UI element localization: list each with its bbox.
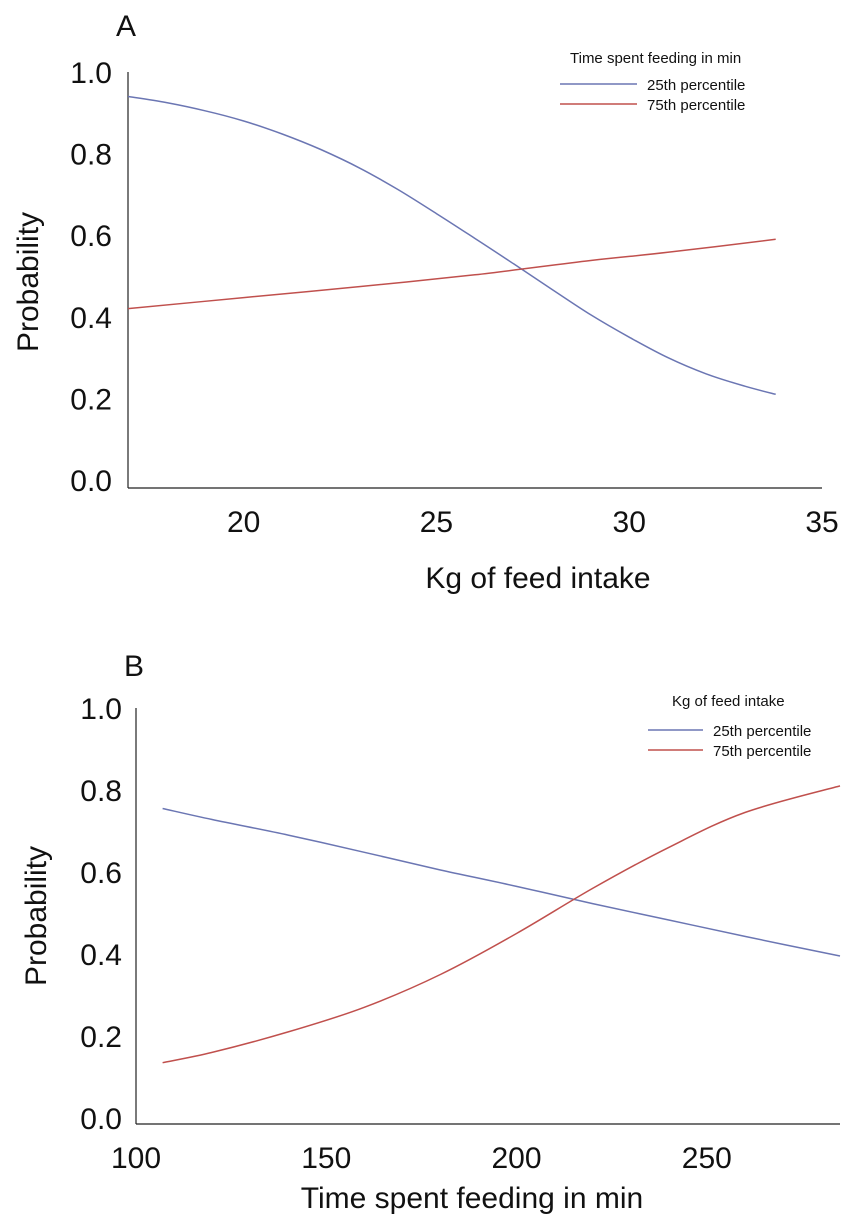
panel-b-x-tick-label: 150 [301,1142,351,1175]
panel-a-x-tick-label: 20 [227,506,260,539]
panel-b-series-line-25th [162,807,841,957]
panel-b-legend: Kg of feed intake 25th percentile 75th p… [648,693,811,760]
panel-b-y-tick-label: 0.0 [80,1103,122,1136]
panel-a-legend-entry-25th: 25th percentile [647,77,745,94]
panel-a-series-line-75th [127,238,776,310]
panel-b-y-tick-label: 0.8 [80,775,122,808]
panel-a-label: A [116,10,136,43]
panel-b-x-axis-title: Time spent feeding in min [301,1182,643,1215]
panel-b-legend-entry-75th: 75th percentile [713,743,811,760]
panel-b-y-tick-label: 1.0 [80,693,122,726]
panel-b: B Probability Time spent feeding in min … [20,650,841,1215]
panel-a-y-tick-label: 0.2 [70,383,112,416]
panel-b-label: B [124,650,144,683]
panel-b-ticks: 0.0 0.2 0.4 0.6 0.8 1.0 100 150 200 250 [80,693,732,1175]
panel-a-legend-title: Time spent feeding in min [570,50,741,67]
panel-b-x-tick-label: 250 [682,1142,732,1175]
panel-a-y-tick-label: 0.8 [70,139,112,172]
panel-a-series-line-25th [127,95,776,396]
panel-a-y-axis-title: Probability [12,212,45,352]
panel-a-legend-entry-75th: 75th percentile [647,97,745,114]
panel-b-x-tick-label: 200 [492,1142,542,1175]
panel-a: A Probability Kg of feed intake Time spe… [12,10,839,595]
panel-b-x-tick-label: 100 [111,1142,161,1175]
panel-a-y-tick-label: 1.0 [70,57,112,90]
panel-a-x-tick-label: 25 [420,506,453,539]
panel-a-x-tick-label: 30 [613,506,646,539]
panel-b-y-tick-label: 0.6 [80,857,122,890]
panel-b-legend-entry-25th: 25th percentile [713,723,811,740]
panel-a-x-tick-label: 35 [805,506,838,539]
panel-a-y-tick-label: 0.0 [70,465,112,498]
panel-b-y-axis-title: Probability [20,846,53,986]
panel-a-y-tick-label: 0.4 [70,302,112,335]
panel-a-y-tick-label: 0.6 [70,220,112,253]
panel-b-series [162,785,841,1064]
panel-a-series [127,95,776,396]
panel-b-legend-title: Kg of feed intake [672,693,785,710]
panel-a-x-axis-title: Kg of feed intake [425,562,650,595]
panel-b-series-line-75th [162,785,841,1064]
panel-a-legend: Time spent feeding in min 25th percentil… [560,50,745,114]
panel-b-y-tick-label: 0.4 [80,939,122,972]
panel-b-y-tick-label: 0.2 [80,1021,122,1054]
panel-a-ticks: 0.0 0.2 0.4 0.6 0.8 1.0 20 25 30 35 [70,57,838,539]
